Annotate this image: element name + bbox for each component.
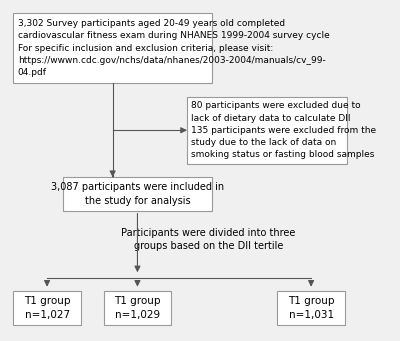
FancyBboxPatch shape	[278, 291, 345, 325]
FancyBboxPatch shape	[187, 97, 346, 164]
Text: 3,087 participants were included in
the study for analysis: 3,087 participants were included in the …	[51, 182, 224, 206]
FancyBboxPatch shape	[63, 177, 212, 211]
FancyBboxPatch shape	[104, 291, 171, 325]
FancyBboxPatch shape	[14, 13, 212, 83]
Text: T1 group
n=1,027: T1 group n=1,027	[24, 296, 70, 320]
Text: T1 group
n=1,029: T1 group n=1,029	[114, 296, 161, 320]
FancyBboxPatch shape	[14, 291, 81, 325]
Text: 3,302 Survey participants aged 20-49 years old completed
cardiovascular fitness : 3,302 Survey participants aged 20-49 yea…	[18, 19, 330, 77]
Text: 80 participants were excluded due to
lack of dietary data to calculate DII
135 p: 80 participants were excluded due to lac…	[191, 101, 376, 159]
Text: Participants were divided into three
groups based on the DII tertile: Participants were divided into three gro…	[121, 227, 296, 251]
Text: T1 group
n=1,031: T1 group n=1,031	[288, 296, 334, 320]
